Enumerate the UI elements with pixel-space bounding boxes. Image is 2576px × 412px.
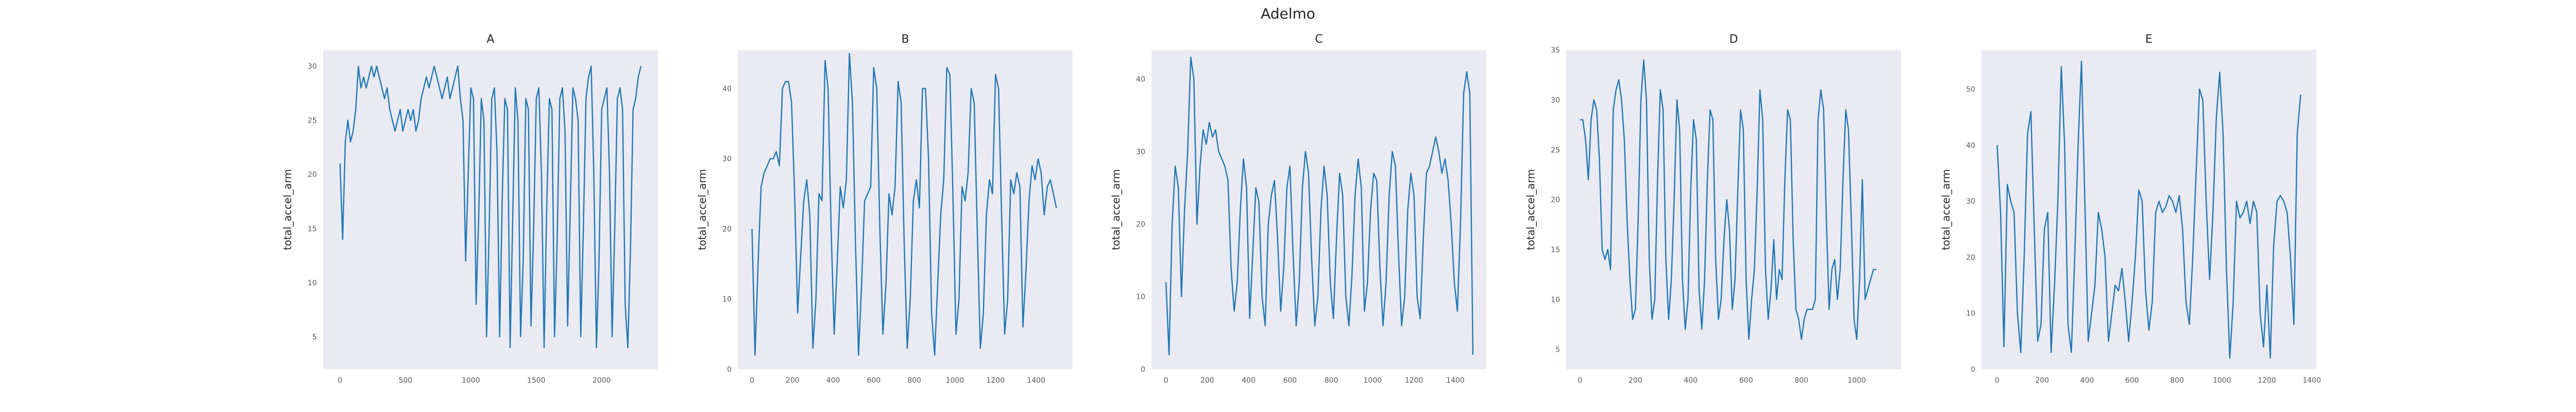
subplot-title: B (901, 33, 909, 46)
y-tick-label: 0 (727, 366, 732, 374)
plot-area (1981, 50, 2316, 369)
y-tick-label: 10 (308, 279, 317, 287)
subplot-title: C (1315, 33, 1323, 46)
x-tick-label: 800 (1325, 376, 1338, 385)
x-tick-label: 800 (907, 376, 921, 385)
x-tick-label: 500 (399, 376, 413, 385)
y-tick-label: 15 (1551, 246, 1560, 254)
x-tick-label: 1200 (2258, 376, 2276, 385)
y-axis-label: total_accel_arm (696, 169, 708, 250)
y-tick-label: 30 (1966, 198, 1975, 206)
x-tick-label: 200 (786, 376, 800, 385)
series-line (751, 53, 1057, 356)
series-line (1580, 59, 1876, 340)
y-tick-label: 30 (722, 155, 732, 163)
x-tick-label: 600 (867, 376, 881, 385)
x-tick-label: 2000 (592, 376, 611, 385)
x-tick-label: 800 (1794, 376, 1808, 385)
plot-area (323, 50, 658, 369)
subplot-title: A (486, 33, 494, 46)
series-line (1165, 56, 1474, 355)
subplot-title: E (2145, 33, 2153, 46)
x-tick-label: 0 (1164, 376, 1168, 385)
y-tick-label: 35 (1551, 46, 1560, 55)
x-tick-label: 600 (1739, 376, 1753, 385)
y-axis-label: total_accel_arm (1940, 169, 1952, 250)
y-tick-label: 30 (1136, 148, 1145, 156)
y-tick-label: 20 (722, 225, 732, 233)
y-tick-label: 20 (1966, 253, 1975, 262)
figure-title: Adelmo (1261, 5, 1315, 22)
x-tick-label: 1400 (1446, 376, 1465, 385)
y-tick-label: 20 (1136, 220, 1145, 229)
y-axis-label: total_accel_arm (281, 169, 294, 250)
x-tick-label: 0 (750, 376, 754, 385)
x-tick-label: 1200 (986, 376, 1005, 385)
plot-area (1151, 50, 1486, 369)
x-tick-label: 0 (1995, 376, 1999, 385)
x-tick-label: 0 (338, 376, 343, 385)
y-tick-label: 30 (1551, 96, 1560, 105)
y-tick-label: 40 (1966, 142, 1975, 150)
y-tick-label: 15 (308, 225, 317, 233)
y-tick-label: 20 (1551, 196, 1560, 204)
y-axis-label: total_accel_arm (1524, 169, 1537, 250)
x-tick-label: 1000 (946, 376, 964, 385)
y-tick-label: 40 (1136, 75, 1145, 83)
x-tick-label: 1000 (1364, 376, 1382, 385)
x-tick-label: 400 (2080, 376, 2094, 385)
x-tick-label: 400 (826, 376, 840, 385)
x-tick-label: 1000 (1848, 376, 1866, 385)
y-tick-label: 0 (1141, 366, 1145, 374)
x-tick-label: 400 (1242, 376, 1256, 385)
y-tick-label: 50 (1966, 85, 1975, 94)
series-line (339, 65, 642, 349)
x-tick-label: 1400 (2302, 376, 2321, 385)
x-tick-label: 1000 (462, 376, 480, 385)
y-tick-label: 10 (1966, 310, 1975, 318)
y-tick-label: 0 (1971, 366, 1975, 374)
x-tick-label: 1200 (1405, 376, 1423, 385)
y-axis-label: total_accel_arm (1110, 169, 1122, 250)
y-tick-label: 20 (308, 171, 317, 179)
y-tick-label: 40 (722, 85, 732, 93)
x-tick-label: 1000 (2213, 376, 2231, 385)
x-tick-label: 200 (1629, 376, 1642, 385)
x-tick-label: 1500 (527, 376, 546, 385)
x-tick-label: 400 (1684, 376, 1698, 385)
series-line (1996, 60, 2301, 359)
subplot-title: D (1730, 33, 1738, 46)
x-tick-label: 1400 (1027, 376, 1045, 385)
x-tick-label: 0 (1578, 376, 1582, 385)
y-tick-label: 10 (722, 296, 732, 304)
y-tick-label: 30 (308, 63, 317, 71)
y-tick-label: 10 (1551, 296, 1560, 304)
x-tick-label: 600 (2125, 376, 2139, 385)
x-tick-label: 200 (2035, 376, 2049, 385)
plot-area (738, 50, 1073, 369)
y-tick-label: 10 (1136, 293, 1145, 301)
y-tick-label: 25 (308, 117, 317, 125)
y-tick-label: 25 (1551, 146, 1560, 154)
y-tick-label: 5 (312, 333, 317, 341)
y-tick-label: 5 (1555, 346, 1560, 354)
x-tick-label: 600 (1283, 376, 1297, 385)
x-tick-label: 800 (2170, 376, 2184, 385)
x-tick-label: 200 (1200, 376, 1214, 385)
